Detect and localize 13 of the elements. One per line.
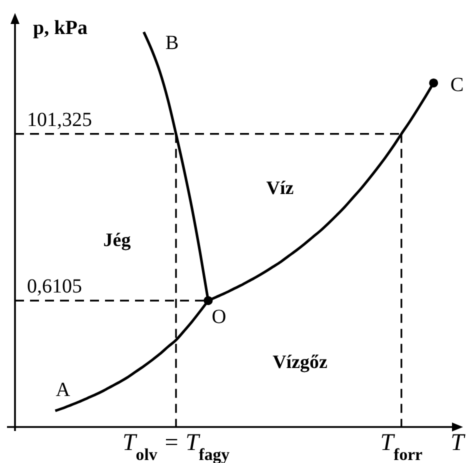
annotation: C (450, 74, 464, 96)
annotation: A (56, 379, 71, 401)
x-axis-title: T (450, 430, 466, 456)
annotation: O (212, 306, 226, 328)
annotation: 0,6105 (27, 276, 82, 298)
annotation: Víz (266, 178, 294, 198)
y-axis-title: p, kPa (33, 17, 88, 39)
x-tick-label: T$_{forr}$ (380, 430, 424, 463)
x-tick-label: T$_{olv}$ = T$_{fagy}$ (122, 430, 230, 463)
annotation: 101,325 (27, 108, 92, 131)
annotation: Vízgőz (272, 352, 328, 372)
annotation: B (165, 32, 179, 54)
annotation: Jég (103, 230, 132, 250)
